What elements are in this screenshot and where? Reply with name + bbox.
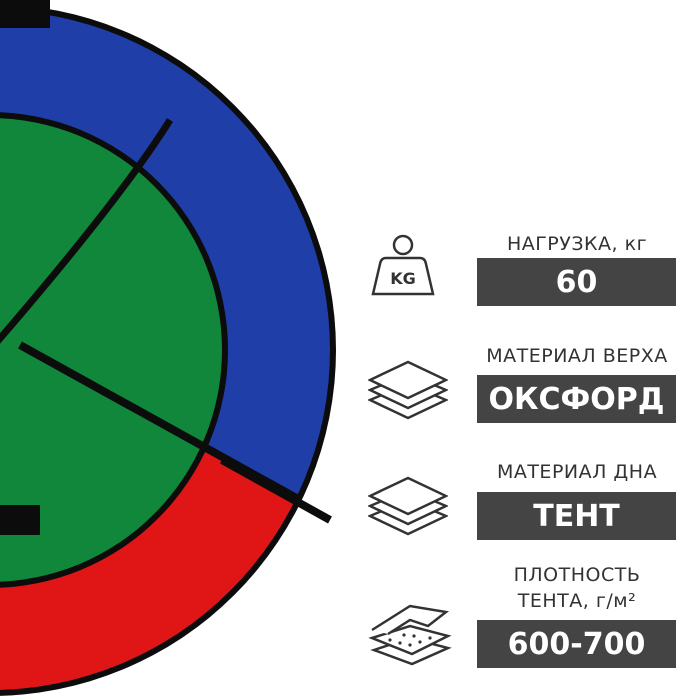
density-label-line2: ТЕНТА, г/м² <box>517 590 637 612</box>
layers-icon <box>368 476 448 536</box>
load-value: 60 <box>477 258 676 306</box>
top-material-label: МАТЕРИАЛ ВЕРХА <box>486 345 668 367</box>
density-label-line1: ПЛОТНОСТЬ <box>513 564 641 586</box>
bottom-material-value: ТЕНТ <box>477 492 676 540</box>
snow-tube-image <box>0 0 336 696</box>
load-label: НАГРУЗКА, кг <box>506 233 648 255</box>
density-value: 600-700 <box>477 620 676 668</box>
weight-icon-text: KG <box>390 269 416 288</box>
weight-kg-icon: KG <box>371 234 435 296</box>
layers-icon <box>368 360 448 420</box>
fabric-density-icon <box>368 604 452 666</box>
bottom-material-label: МАТЕРИАЛ ДНА <box>496 461 658 483</box>
top-material-value: ОКСФОРД <box>477 375 676 423</box>
